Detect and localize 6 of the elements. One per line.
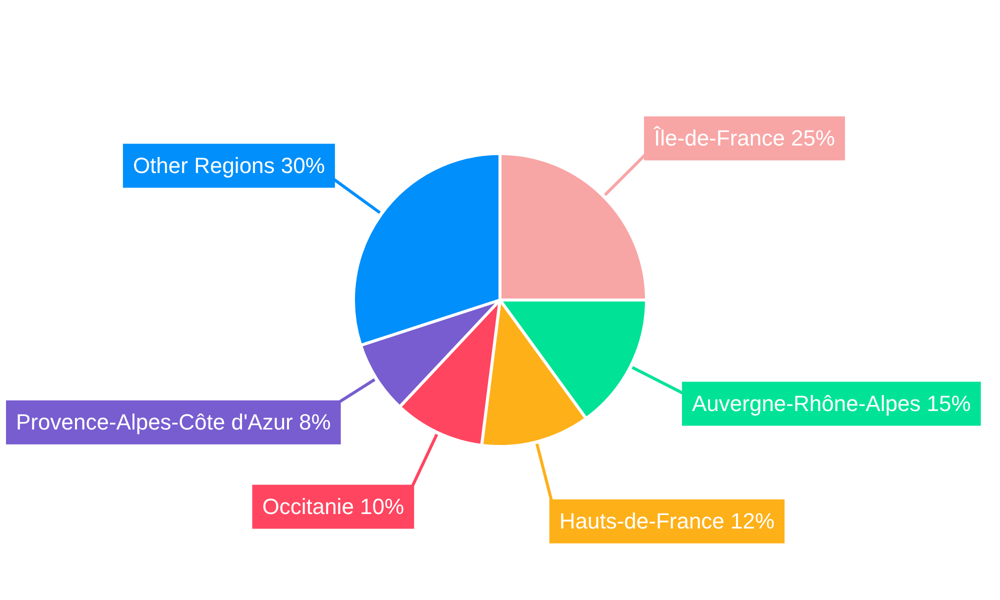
- slice-label: Hauts-de-France 12%: [559, 508, 775, 534]
- slice-label: Provence-Alpes-Côte d'Azur 8%: [16, 410, 331, 434]
- slice-label: Auvergne-Rhône-Alpes 15%: [692, 390, 971, 416]
- slice-label: Occitanie 10%: [262, 494, 404, 519]
- slice-label: Île-de-France 25%: [653, 125, 835, 150]
- slice-label: Other Regions 30%: [132, 152, 325, 178]
